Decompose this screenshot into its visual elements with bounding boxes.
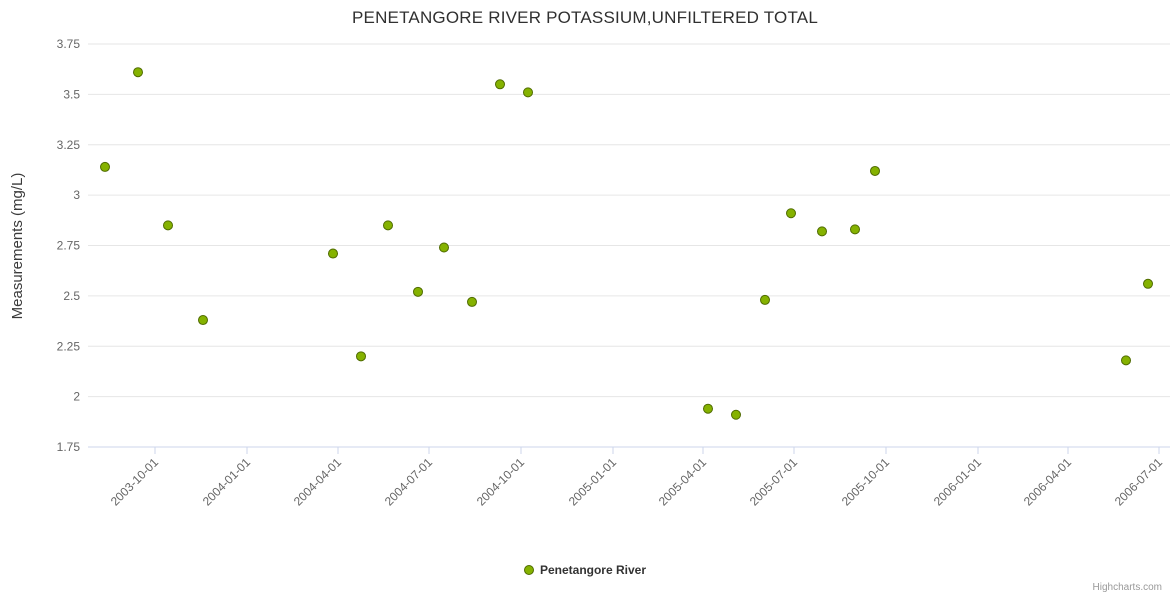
data-point[interactable]	[703, 403, 713, 414]
x-axis-tick-label: 2006-04-01	[1021, 455, 1075, 509]
x-axis-tick-label: 2004-10-01	[474, 455, 528, 509]
data-point[interactable]	[817, 226, 827, 237]
x-axis-tick-label: 2004-07-01	[382, 455, 436, 509]
x-axis-tick-label: 2004-04-01	[291, 455, 345, 509]
data-point[interactable]	[198, 315, 208, 326]
data-point[interactable]	[133, 67, 143, 78]
data-point[interactable]	[467, 296, 477, 307]
data-point[interactable]	[100, 161, 110, 172]
data-point[interactable]	[523, 87, 533, 98]
data-point[interactable]	[760, 294, 770, 305]
x-axis-tick-label: 2005-01-01	[566, 455, 620, 509]
data-point[interactable]	[495, 79, 505, 90]
data-point[interactable]	[413, 286, 423, 297]
x-axis-tick-label: 2004-01-01	[200, 455, 254, 509]
y-axis-tick-label: 2.25	[57, 339, 81, 353]
data-point[interactable]	[786, 208, 796, 219]
data-point[interactable]	[850, 224, 860, 235]
data-point[interactable]	[328, 248, 338, 259]
data-point[interactable]	[1143, 278, 1153, 289]
y-axis-tick-label: 2	[73, 390, 80, 404]
x-axis-tick-label: 2005-07-01	[747, 455, 801, 509]
x-axis-tick-label: 2006-07-01	[1112, 455, 1166, 509]
data-point[interactable]	[870, 165, 880, 176]
data-point[interactable]	[439, 242, 449, 253]
x-axis-tick-label: 2006-01-01	[931, 455, 985, 509]
y-axis-tick-label: 3.5	[63, 87, 80, 101]
y-axis-tick-label: 2.75	[57, 239, 81, 253]
legend[interactable]: Penetangore River	[0, 563, 1170, 577]
credits-link[interactable]: Highcharts.com	[1092, 582, 1162, 593]
y-axis-tick-label: 1.75	[57, 440, 81, 454]
y-axis-tick-label: 3	[73, 188, 80, 202]
legend-marker-icon	[523, 565, 534, 575]
data-point[interactable]	[163, 220, 173, 231]
x-axis-tick-label: 2003-10-01	[108, 455, 162, 509]
chart-title: PENETANGORE RIVER POTASSIUM,UNFILTERED T…	[352, 8, 818, 27]
y-axis-tick-label: 2.5	[63, 289, 80, 303]
y-axis-tick-label: 3.25	[57, 138, 81, 152]
legend-item-label: Penetangore River	[539, 563, 647, 577]
y-axis-tick-label: 3.75	[57, 37, 81, 51]
x-axis-tick-label: 2005-04-01	[656, 455, 710, 509]
data-point[interactable]	[383, 220, 393, 231]
data-point[interactable]	[356, 351, 366, 362]
data-point[interactable]	[1121, 355, 1131, 366]
x-axis-tick-label: 2005-10-01	[839, 455, 893, 509]
data-point[interactable]	[731, 409, 741, 420]
